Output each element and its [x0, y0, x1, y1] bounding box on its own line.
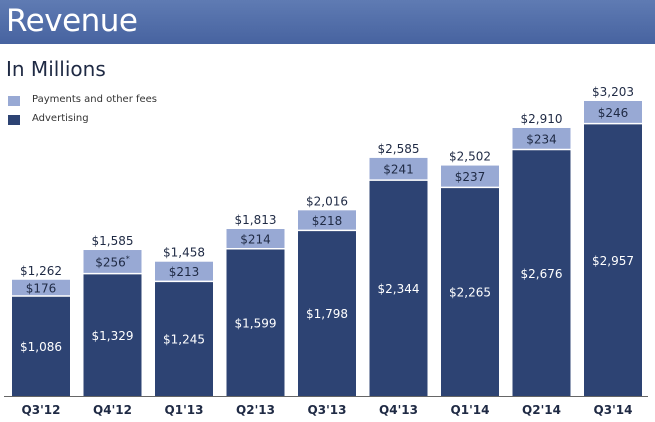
bar-payments — [584, 101, 642, 124]
advertising-value-label: $2,676 — [521, 267, 563, 281]
bar-payments — [155, 261, 213, 282]
legend-label-payments: Payments and other fees — [32, 94, 158, 105]
x-tick-label: Q3'13 — [308, 403, 347, 417]
bar-advertising — [369, 180, 428, 396]
advertising-value-label: $2,344 — [378, 282, 420, 296]
advertising-value-label: $2,957 — [592, 254, 634, 268]
bar-payments — [83, 250, 142, 274]
advertising-value-label: $1,245 — [163, 333, 205, 347]
legend-label-advertising: Advertising — [32, 113, 89, 124]
payments-value-label: $218 — [312, 214, 343, 228]
x-tick-label: Q4'12 — [93, 403, 132, 417]
chart-subtitle: In Millions — [6, 57, 106, 81]
total-value-label: $2,016 — [306, 194, 348, 208]
payments-value-label: $214 — [240, 232, 271, 246]
advertising-value-label: $1,599 — [235, 316, 277, 330]
total-value-label: $2,910 — [521, 112, 563, 126]
bar-advertising — [584, 123, 642, 396]
legend-swatch-payments — [8, 96, 20, 106]
bar-advertising — [441, 187, 499, 396]
bar-payments — [12, 279, 70, 296]
total-value-label: $1,262 — [20, 264, 62, 278]
page-title: Revenue — [6, 3, 138, 39]
advertising-value-label: $1,086 — [20, 340, 62, 354]
total-value-label: $2,585 — [378, 142, 420, 156]
bar-payments — [512, 127, 571, 150]
x-tick-label: Q4'13 — [379, 403, 418, 417]
bar-payments — [369, 157, 428, 181]
x-tick-label: Q2'13 — [236, 403, 275, 417]
x-tick-label: Q3'14 — [594, 403, 633, 417]
bar-advertising — [512, 149, 571, 396]
bar-advertising — [298, 230, 356, 396]
bar-advertising — [83, 273, 142, 396]
x-tick-label: Q1'14 — [451, 403, 490, 417]
advertising-value-label: $1,798 — [306, 307, 348, 321]
bar-payments — [226, 229, 285, 249]
payments-value-label: $234 — [526, 132, 557, 146]
payments-value-label: $213 — [169, 265, 200, 279]
bar-payments — [441, 165, 499, 188]
total-value-label: $1,813 — [235, 213, 277, 227]
payments-value-label: $241 — [383, 163, 414, 177]
bar-advertising — [226, 248, 285, 396]
footnote-mark: * — [126, 254, 130, 263]
x-tick-label: Q1'13 — [165, 403, 204, 417]
x-tick-label: Q3'12 — [22, 403, 61, 417]
total-value-label: $2,502 — [449, 150, 491, 164]
payments-value-label: $237 — [455, 170, 486, 184]
title-bar: Revenue — [0, 0, 655, 44]
advertising-value-label: $2,265 — [449, 286, 491, 300]
total-value-label: $1,585 — [92, 234, 134, 248]
payments-value-label: $246 — [598, 106, 629, 120]
legend-swatch-advertising — [8, 115, 20, 125]
payments-value-label: $176 — [26, 281, 57, 295]
bar-payments — [298, 210, 356, 231]
bar-advertising — [155, 281, 213, 396]
payments-value-label: $256* — [95, 254, 130, 269]
total-value-label: $1,458 — [163, 246, 205, 260]
x-tick-label: Q2'14 — [522, 403, 561, 417]
advertising-value-label: $1,329 — [92, 329, 134, 343]
bar-advertising — [12, 295, 70, 396]
total-value-label: $3,203 — [592, 85, 634, 99]
